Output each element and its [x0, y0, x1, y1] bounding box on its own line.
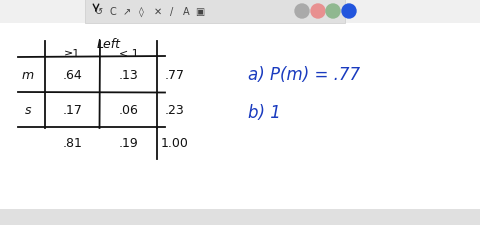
Text: ↗: ↗ [123, 7, 131, 17]
Text: < 1: < 1 [119, 49, 138, 59]
Circle shape [326, 5, 340, 19]
Text: .77: .77 [165, 69, 185, 82]
Text: ↺: ↺ [95, 7, 103, 17]
Text: ▣: ▣ [195, 7, 204, 17]
Text: m: m [22, 69, 34, 82]
Text: C: C [109, 7, 116, 17]
Text: ≥1: ≥1 [64, 49, 81, 59]
Circle shape [311, 5, 325, 19]
Text: s: s [25, 104, 31, 117]
Text: ✕: ✕ [154, 7, 162, 17]
Text: 1.00: 1.00 [161, 137, 189, 150]
Bar [0, 209, 480, 225]
Text: ◊: ◊ [139, 7, 144, 17]
Text: .19: .19 [119, 137, 138, 150]
Bar [85, 0, 345, 24]
Text: b) 1: b) 1 [248, 104, 281, 122]
Text: .13: .13 [119, 69, 138, 82]
Text: .64: .64 [62, 69, 83, 82]
Text: .23: .23 [165, 104, 185, 117]
Bar [0, 24, 480, 209]
Text: .17: .17 [62, 104, 83, 117]
Circle shape [342, 5, 356, 19]
Circle shape [295, 5, 309, 19]
Text: a) P(m) = .77: a) P(m) = .77 [248, 66, 360, 84]
Text: .81: .81 [62, 137, 83, 150]
Text: A: A [183, 7, 189, 17]
Text: .06: .06 [119, 104, 138, 117]
Text: Left: Left [97, 37, 121, 50]
Text: /: / [170, 7, 174, 17]
